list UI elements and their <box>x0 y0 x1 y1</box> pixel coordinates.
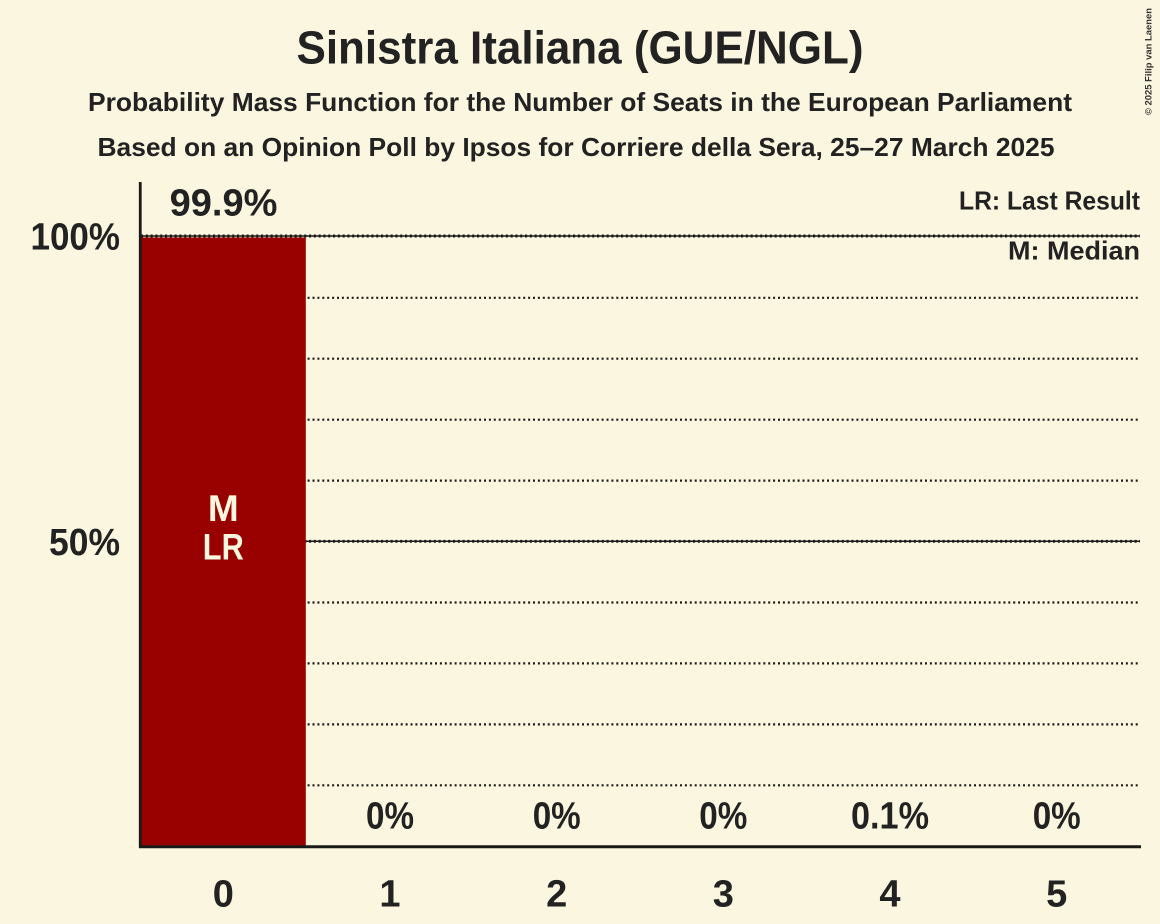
svg-text:5: 5 <box>1046 873 1067 915</box>
svg-text:100%: 100% <box>31 217 121 259</box>
svg-text:M: M <box>208 488 239 529</box>
svg-text:Probability Mass Function for: Probability Mass Function for the Number… <box>88 87 1072 117</box>
svg-text:4: 4 <box>879 873 900 915</box>
svg-text:0%: 0% <box>366 795 414 837</box>
svg-text:2: 2 <box>546 873 567 915</box>
svg-text:0%: 0% <box>533 795 581 837</box>
svg-text:0.1%: 0.1% <box>851 795 929 837</box>
svg-text:1: 1 <box>379 873 400 915</box>
svg-text:© 2025 Filip van Laenen: © 2025 Filip van Laenen <box>1144 8 1155 115</box>
svg-text:0: 0 <box>213 873 234 915</box>
svg-text:50%: 50% <box>49 522 120 564</box>
svg-text:LR: LR <box>203 526 244 567</box>
svg-text:3: 3 <box>713 873 734 915</box>
svg-text:99.9%: 99.9% <box>170 183 278 225</box>
svg-text:0%: 0% <box>1033 795 1081 837</box>
svg-text:Sinistra Italiana (GUE/NGL): Sinistra Italiana (GUE/NGL) <box>297 22 864 74</box>
svg-text:LR: Last Result: LR: Last Result <box>959 186 1140 216</box>
svg-text:M: Median: M: Median <box>1008 236 1140 266</box>
svg-text:Based on an Opinion Poll by Ip: Based on an Opinion Poll by Ipsos for Co… <box>98 132 1055 162</box>
svg-text:0%: 0% <box>699 795 747 837</box>
